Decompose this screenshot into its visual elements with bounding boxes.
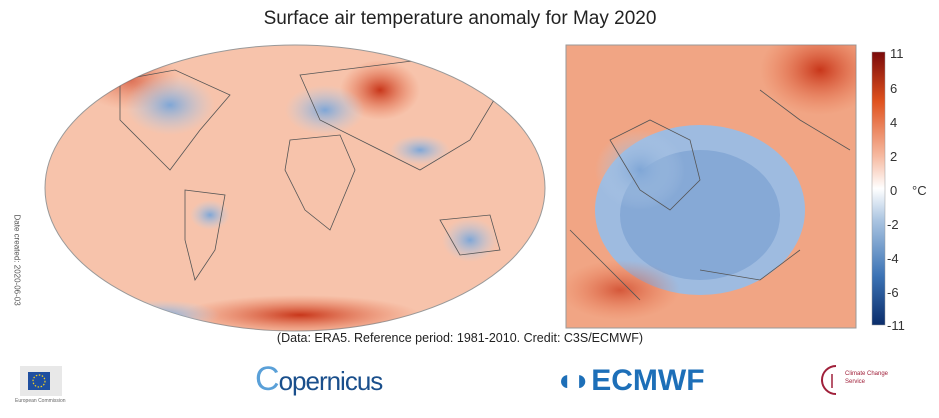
global-map (44, 44, 546, 332)
colorbar-tick: -4 (887, 251, 899, 266)
credit-line: (Data: ERA5. Reference period: 1981-2010… (276, 331, 644, 345)
ecmwf-logo: ◖◗ECMWF (555, 364, 705, 397)
chart-title: Surface air temperature anomaly for May … (263, 8, 657, 29)
copernicus-c: C (255, 360, 280, 398)
colorbar-tick: 2 (890, 149, 898, 164)
date-created: Date created: 2020-06-03 (12, 214, 22, 306)
colorbar-unit: °C (912, 183, 927, 198)
colorbar-tick: 6 (890, 81, 898, 96)
colorbar (871, 51, 886, 326)
colorbar-tick: 11 (890, 46, 904, 61)
copernicus-logo: Copernicus (255, 360, 384, 399)
eu-logo-label: European Commission (15, 398, 66, 404)
c3s-logo-text: Climate Change Service (845, 371, 889, 385)
colorbar-tick: -2 (887, 217, 899, 232)
copernicus-text: opernicus (278, 366, 384, 396)
colorbar-tick: -11 (887, 318, 905, 333)
c3s-logo-icon (821, 365, 837, 395)
ecmwf-text: ECMWF (591, 364, 705, 397)
europe-map (565, 44, 857, 329)
colorbar-tick: -6 (887, 285, 899, 300)
colorbar-tick: 4 (890, 115, 898, 130)
eu-flag-logo (20, 366, 62, 396)
colorbar-tick: 0 (890, 183, 898, 198)
